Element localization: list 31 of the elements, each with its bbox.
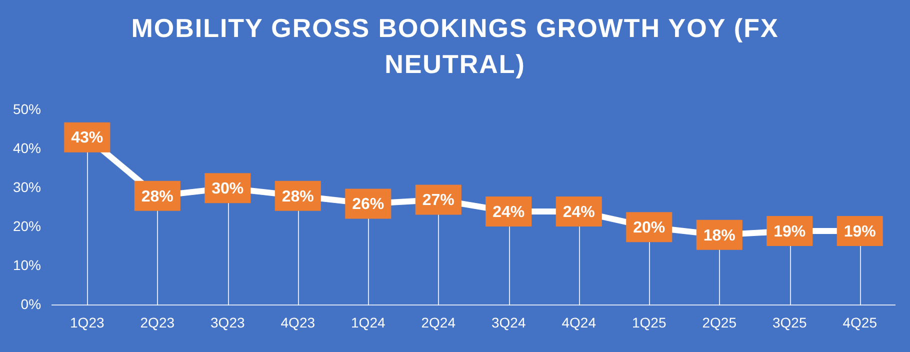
- data-label: 27%: [422, 192, 454, 210]
- x-tick-label: 4Q25: [842, 314, 878, 330]
- data-label: 19%: [774, 223, 806, 240]
- x-tick-label: 2Q25: [702, 314, 737, 330]
- data-label: 28%: [141, 188, 174, 206]
- data-label: 30%: [212, 180, 244, 198]
- data-label: 20%: [633, 220, 666, 237]
- y-tick-label: 10%: [12, 257, 42, 274]
- x-tick-label: 4Q24: [562, 314, 596, 330]
- data-label: 43%: [71, 130, 104, 147]
- chart-title: MOBILITY GROSS BOOKINGS GROWTH YOY (FX NEUTRAL): [130, 12, 780, 81]
- x-tick-label: 2Q24: [421, 314, 456, 330]
- data-label: 24%: [562, 204, 595, 221]
- x-tick-label: 3Q24: [492, 314, 526, 330]
- x-tick-label: 2Q23: [140, 314, 175, 330]
- y-tick-label: 20%: [12, 218, 42, 234]
- data-label: 24%: [492, 204, 525, 221]
- x-tick-label: 1Q25: [632, 314, 666, 330]
- y-tick-label: 50%: [12, 100, 42, 117]
- data-label: 28%: [282, 188, 314, 206]
- x-tick-label: 3Q23: [210, 314, 245, 330]
- x-tick-label: 3Q25: [772, 314, 807, 330]
- x-tick-label: 1Q23: [70, 314, 104, 330]
- data-label: 26%: [352, 196, 384, 214]
- data-label: 19%: [844, 223, 876, 240]
- y-tick-label: 30%: [12, 178, 42, 195]
- y-tick-label: 40%: [12, 140, 42, 156]
- y-tick-label: 0%: [20, 296, 42, 312]
- data-label: 18%: [703, 227, 736, 244]
- x-tick-label: 4Q23: [280, 314, 316, 330]
- x-tick-label: 1Q24: [351, 314, 386, 330]
